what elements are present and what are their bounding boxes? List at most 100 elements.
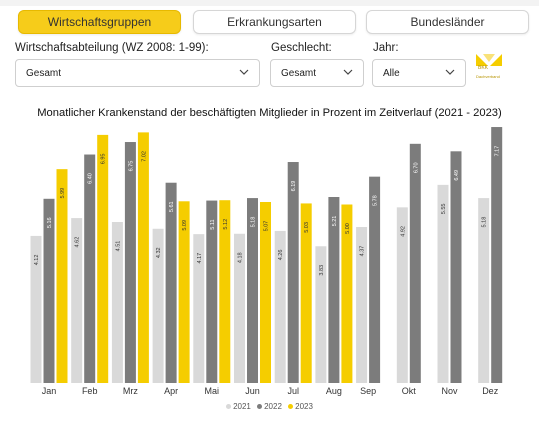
data-label: 4.92: [400, 226, 406, 237]
data-label: 5.78: [373, 195, 379, 206]
data-label: 5.12: [223, 219, 229, 230]
bar-2023-Jul[interactable]: [300, 203, 312, 383]
geschlecht-dropdown[interactable]: Gesamt: [270, 59, 364, 87]
data-label: 5.03: [304, 222, 310, 233]
bar-2021-Apr[interactable]: [152, 228, 164, 383]
data-label: 5.07: [264, 221, 270, 232]
data-label: 5.18: [251, 217, 257, 228]
data-label: 4.37: [360, 246, 366, 257]
data-label: 5.99: [60, 188, 66, 199]
bar-2021-Mai[interactable]: [193, 234, 205, 383]
bar-2021-Mrz[interactable]: [111, 221, 123, 383]
bar-2022-Jul[interactable]: [287, 162, 299, 383]
bar-2021-Jul[interactable]: [274, 230, 286, 383]
x-tick-label: Nov: [441, 386, 458, 396]
top-border: [0, 0, 539, 6]
bar-2021-Feb[interactable]: [71, 218, 83, 383]
data-label: 3.83: [319, 265, 325, 276]
data-label: 6.95: [101, 154, 107, 165]
abteilung-dropdown[interactable]: Gesamt: [15, 59, 260, 87]
data-label: 6.49: [454, 170, 460, 181]
x-tick-label: Aug: [326, 386, 342, 396]
legend-label: 2023: [295, 402, 313, 411]
data-label: 5.61: [169, 201, 175, 212]
data-label: 4.17: [197, 253, 203, 264]
bar-2022-Okt[interactable]: [409, 143, 421, 383]
data-label: 5.21: [332, 216, 338, 227]
bar-2021-Nov[interactable]: [437, 184, 449, 383]
bar-2023-Jun[interactable]: [260, 202, 271, 383]
bkk-logo-icon: [476, 54, 502, 66]
x-tick-label: Mrz: [123, 386, 138, 396]
chevron-down-icon: [445, 69, 455, 75]
bar-2022-Mai[interactable]: [206, 200, 218, 383]
data-label: 6.75: [128, 161, 134, 172]
bar-2023-Jan[interactable]: [56, 169, 68, 383]
jahr-value: Alle: [383, 68, 400, 79]
data-label: 5.55: [441, 204, 447, 215]
data-label: 4.18: [238, 252, 244, 263]
x-tick-label: Mai: [205, 386, 220, 396]
tab-bundeslaender[interactable]: Bundesländer: [366, 10, 529, 34]
data-label: 4.62: [75, 237, 81, 248]
bar-2022-Jan[interactable]: [43, 198, 55, 383]
abteilung-value: Gesamt: [26, 68, 62, 79]
data-label: 5.18: [482, 217, 488, 228]
bar-2021-Sep[interactable]: [356, 226, 368, 383]
x-tick-label: Dez: [482, 386, 499, 396]
x-tick-label: Jan: [42, 386, 57, 396]
legend-dot-icon: [226, 404, 232, 410]
data-label: 6.19: [291, 181, 297, 192]
x-tick-label: Sep: [360, 386, 376, 396]
x-tick-label: Okt: [402, 386, 417, 396]
tab-wirtschaftsgruppen[interactable]: Wirtschaftsgruppen: [18, 10, 181, 34]
bar-2023-Feb[interactable]: [97, 134, 109, 383]
jahr-label: Jahr:: [373, 42, 399, 54]
bar-2023-Mrz[interactable]: [137, 132, 149, 383]
legend-item-2023[interactable]: 2023: [288, 402, 313, 411]
bar-2021-Okt[interactable]: [396, 207, 408, 383]
data-label: 6.70: [413, 162, 419, 173]
bar-2021-Jan[interactable]: [30, 235, 42, 383]
legend-label: 2021: [233, 402, 251, 411]
bar-2022-Apr[interactable]: [165, 182, 177, 383]
x-tick-label: Jun: [245, 386, 260, 396]
data-label: 4.51: [115, 241, 121, 252]
chevron-down-icon: [343, 69, 353, 75]
legend-item-2022[interactable]: 2022: [257, 402, 282, 411]
bar-2021-Dez[interactable]: [478, 198, 490, 383]
bar-chart: 4.12 5.16 5.99 Jan 4.62 6.40 6.95 Feb 4.51 6.75 7.…: [30, 127, 503, 396]
data-label: 6.40: [88, 173, 94, 184]
bar-2022-Aug[interactable]: [328, 197, 340, 383]
bar-2022-Sep[interactable]: [369, 176, 381, 383]
chart-title: Monatlicher Krankenstand der beschäftigt…: [37, 107, 502, 119]
bar-2022-Mrz[interactable]: [124, 142, 136, 383]
data-label: 5.09: [182, 220, 188, 231]
logo-text: BKK: [478, 65, 489, 71]
data-label: 4.32: [156, 247, 162, 258]
bar-2021-Aug[interactable]: [315, 246, 327, 383]
bar-2023-Mai[interactable]: [219, 200, 231, 383]
tab-erkrankungsarten[interactable]: Erkrankungsarten: [193, 10, 356, 34]
bar-2022-Nov[interactable]: [450, 151, 462, 383]
bar-2022-Jun[interactable]: [247, 198, 258, 383]
bar-2023-Aug[interactable]: [341, 204, 353, 384]
bar-2021-Jun[interactable]: [234, 233, 245, 383]
tab-bar: Wirtschaftsgruppen Erkrankungsarten Bund…: [18, 10, 529, 34]
chevron-down-icon: [239, 69, 249, 75]
abteilung-label: Wirtschaftsabteilung (WZ 2008: 1-99):: [15, 42, 209, 54]
bar-2022-Feb[interactable]: [84, 154, 96, 383]
bar-2022-Dez[interactable]: [491, 127, 503, 383]
geschlecht-label: Geschlecht:: [271, 42, 332, 54]
legend-dot-icon: [288, 404, 294, 410]
geschlecht-value: Gesamt: [281, 68, 317, 79]
jahr-dropdown[interactable]: Alle: [372, 59, 466, 87]
data-label: 7.02: [141, 151, 147, 162]
legend-dot-icon: [257, 404, 263, 410]
data-label: 4.12: [34, 255, 40, 266]
data-label: 7.17: [495, 146, 501, 157]
chart-legend: 2021 2022 2023: [0, 402, 539, 411]
data-label: 5.00: [345, 223, 351, 234]
legend-item-2021[interactable]: 2021: [226, 402, 251, 411]
bar-2023-Apr[interactable]: [178, 201, 190, 383]
